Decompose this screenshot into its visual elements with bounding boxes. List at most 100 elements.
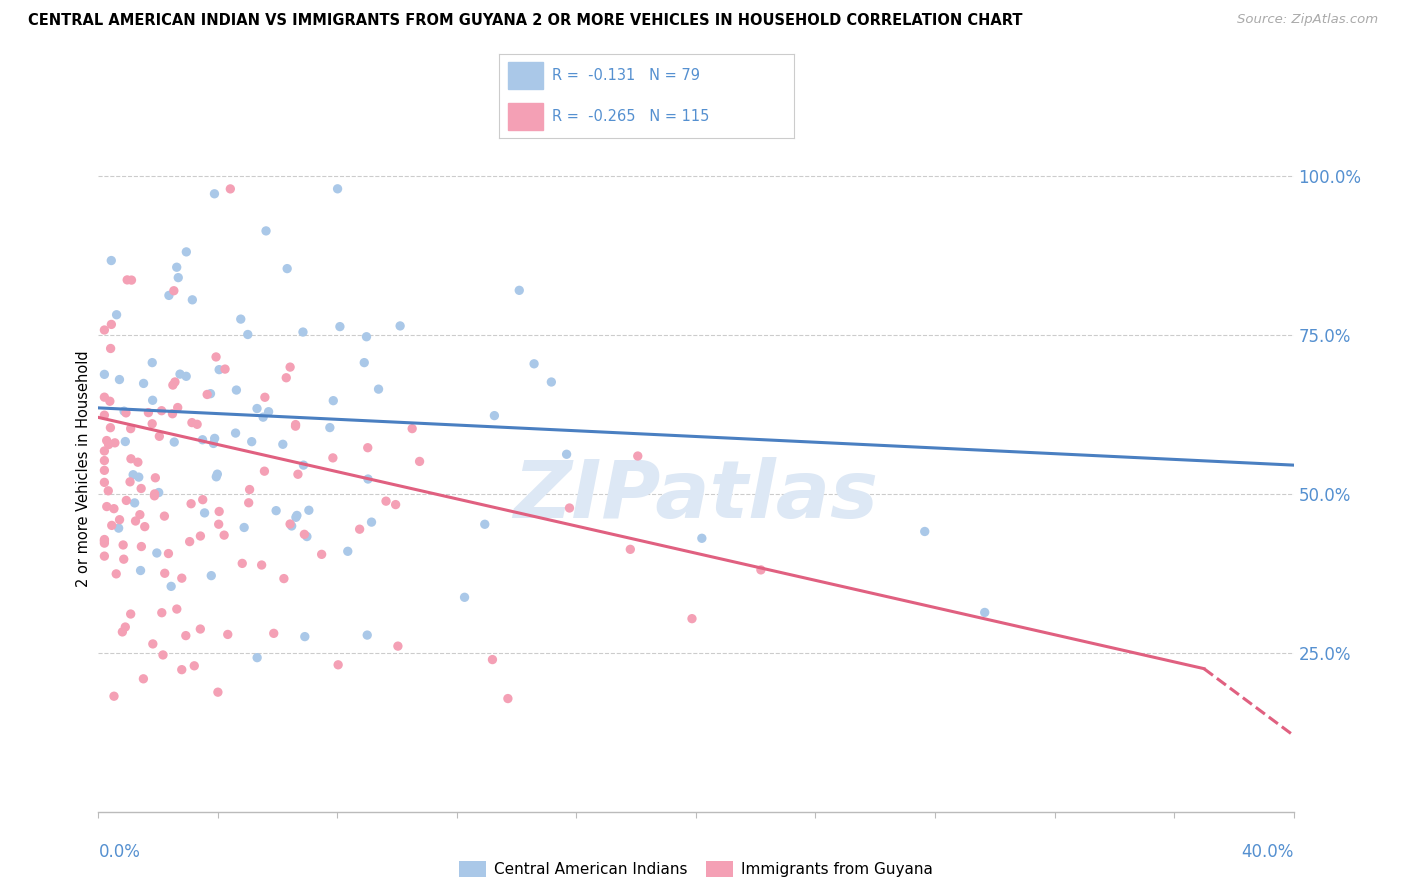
Text: R =  -0.265   N = 115: R = -0.265 N = 115 (553, 109, 710, 124)
Point (375, 494, 398, 508)
Point (190, 529, 212, 543)
Point (208, 517, 231, 532)
Point (236, 327, 259, 342)
Point (292, 527, 315, 541)
Point (179, 534, 201, 549)
Point (204, 186, 226, 201)
Point (166, 602, 188, 616)
Point (160, 579, 183, 593)
Point (143, 471, 166, 485)
Point (142, 393, 165, 408)
Point (186, 417, 208, 432)
Point (97, 437, 120, 451)
Point (111, 624, 134, 639)
Point (229, 312, 252, 326)
Point (319, 420, 342, 434)
Point (200, 386, 222, 401)
Point (291, 325, 314, 339)
Point (121, 273, 143, 287)
Point (225, 426, 247, 441)
Point (408, 454, 430, 468)
Point (205, 470, 228, 484)
Point (264, 503, 287, 517)
Point (294, 630, 316, 644)
Point (115, 273, 138, 287)
Point (131, 540, 153, 554)
Point (212, 528, 235, 542)
Point (353, 356, 375, 370)
Point (120, 451, 142, 466)
Point (108, 513, 131, 527)
Point (284, 417, 307, 432)
Point (129, 482, 152, 496)
Point (174, 369, 197, 384)
Point (128, 508, 150, 522)
Point (142, 637, 165, 651)
Point (195, 387, 218, 401)
Point (207, 467, 229, 482)
Point (250, 558, 273, 572)
Point (167, 270, 190, 285)
Point (322, 450, 344, 465)
Point (240, 434, 263, 449)
Point (208, 362, 231, 376)
Point (207, 685, 229, 699)
Point (205, 350, 228, 364)
Point (150, 606, 173, 620)
Point (311, 547, 333, 561)
Legend: Central American Indians, Immigrants from Guyana: Central American Indians, Immigrants fro… (453, 855, 939, 883)
Point (122, 467, 145, 482)
Point (100, 342, 122, 356)
Point (105, 308, 128, 322)
Text: CENTRAL AMERICAN INDIAN VS IMMIGRANTS FROM GUYANA 2 OR MORE VEHICLES IN HOUSEHOL: CENTRAL AMERICAN INDIAN VS IMMIGRANTS FR… (28, 13, 1022, 29)
Point (619, 542, 641, 557)
Point (93, 453, 115, 467)
Point (93, 408, 115, 422)
Point (100, 518, 122, 533)
Point (356, 329, 378, 343)
Point (239, 483, 262, 497)
Point (200, 568, 222, 582)
Point (174, 629, 197, 643)
Point (285, 508, 308, 523)
Point (384, 498, 406, 512)
Point (252, 410, 274, 425)
Point (112, 404, 135, 418)
Point (191, 492, 214, 507)
Point (115, 493, 138, 508)
Point (162, 407, 184, 421)
Point (271, 437, 294, 451)
Point (93, 533, 115, 548)
Point (523, 357, 546, 371)
Point (107, 521, 129, 535)
Point (124, 514, 146, 528)
Point (280, 519, 302, 533)
Point (134, 519, 156, 533)
Point (124, 496, 146, 510)
Point (401, 422, 423, 436)
Point (558, 501, 581, 516)
Point (481, 652, 503, 666)
Point (231, 557, 253, 571)
Point (132, 376, 155, 391)
Point (138, 406, 160, 420)
Point (389, 318, 412, 333)
Point (484, 409, 506, 423)
Point (120, 422, 142, 436)
Point (96, 434, 118, 448)
Point (152, 648, 174, 662)
Point (278, 360, 301, 375)
Point (357, 441, 380, 455)
Point (93, 536, 115, 550)
Point (276, 261, 298, 276)
Point (114, 620, 136, 634)
Point (163, 435, 186, 450)
Point (114, 434, 136, 449)
Point (273, 572, 295, 586)
Point (129, 564, 152, 578)
Point (162, 378, 184, 392)
Point (214, 362, 236, 376)
Point (690, 531, 713, 545)
Point (157, 547, 180, 561)
Point (627, 449, 650, 463)
